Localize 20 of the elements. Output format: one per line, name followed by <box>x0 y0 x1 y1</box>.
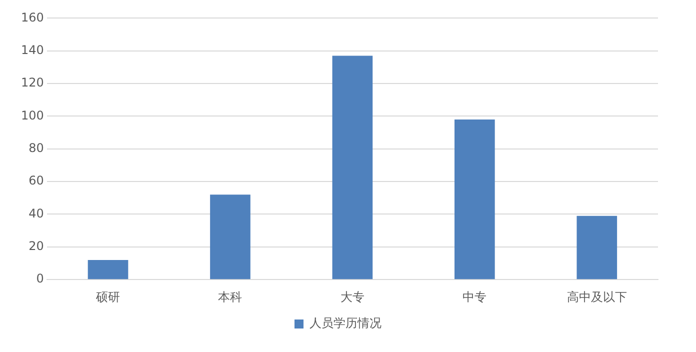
bar <box>454 119 495 280</box>
y-tick-label: 120 <box>21 76 44 90</box>
bar <box>88 260 128 280</box>
bar <box>210 194 250 280</box>
y-tick-label: 160 <box>21 10 44 24</box>
x-tick-label: 中专 <box>462 290 487 304</box>
x-tick-label: 硕研 <box>95 290 120 304</box>
x-tick-label: 高中及以下 <box>566 290 627 304</box>
y-tick-label: 0 <box>36 272 44 286</box>
y-tick-label: 40 <box>28 206 44 220</box>
y-tick-label: 140 <box>21 43 44 57</box>
legend-label: 人员学历情况 <box>310 316 382 330</box>
bar <box>576 216 618 280</box>
y-tick-label: 60 <box>28 174 44 188</box>
y-tick-label: 100 <box>21 108 44 122</box>
x-tick-label: 大专 <box>340 290 364 304</box>
y-tick-label: 80 <box>28 141 44 156</box>
x-tick-label: 本科 <box>218 290 242 304</box>
bar <box>332 56 373 280</box>
y-tick-label: 20 <box>28 239 44 254</box>
